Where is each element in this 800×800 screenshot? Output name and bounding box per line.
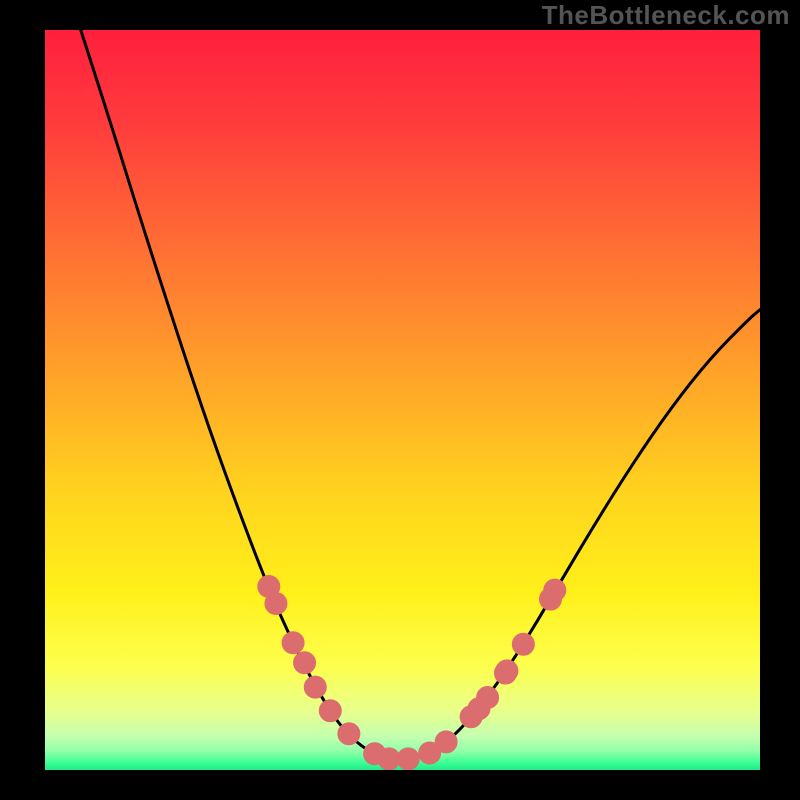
marker-point — [397, 748, 419, 770]
marker-point — [435, 731, 457, 753]
marker-point — [265, 593, 287, 615]
marker-point — [512, 633, 534, 655]
marker-point — [304, 676, 326, 698]
gradient-background — [45, 30, 760, 770]
bottleneck-chart — [45, 30, 760, 770]
marker-point — [338, 723, 360, 745]
chart-root: TheBottleneck.com — [0, 0, 800, 800]
watermark-text: TheBottleneck.com — [542, 0, 790, 31]
marker-point — [378, 748, 400, 770]
marker-point — [477, 686, 499, 708]
marker-point — [496, 660, 518, 682]
marker-point — [319, 700, 341, 722]
marker-point — [544, 579, 566, 601]
marker-point — [294, 652, 316, 674]
marker-point — [282, 632, 304, 654]
